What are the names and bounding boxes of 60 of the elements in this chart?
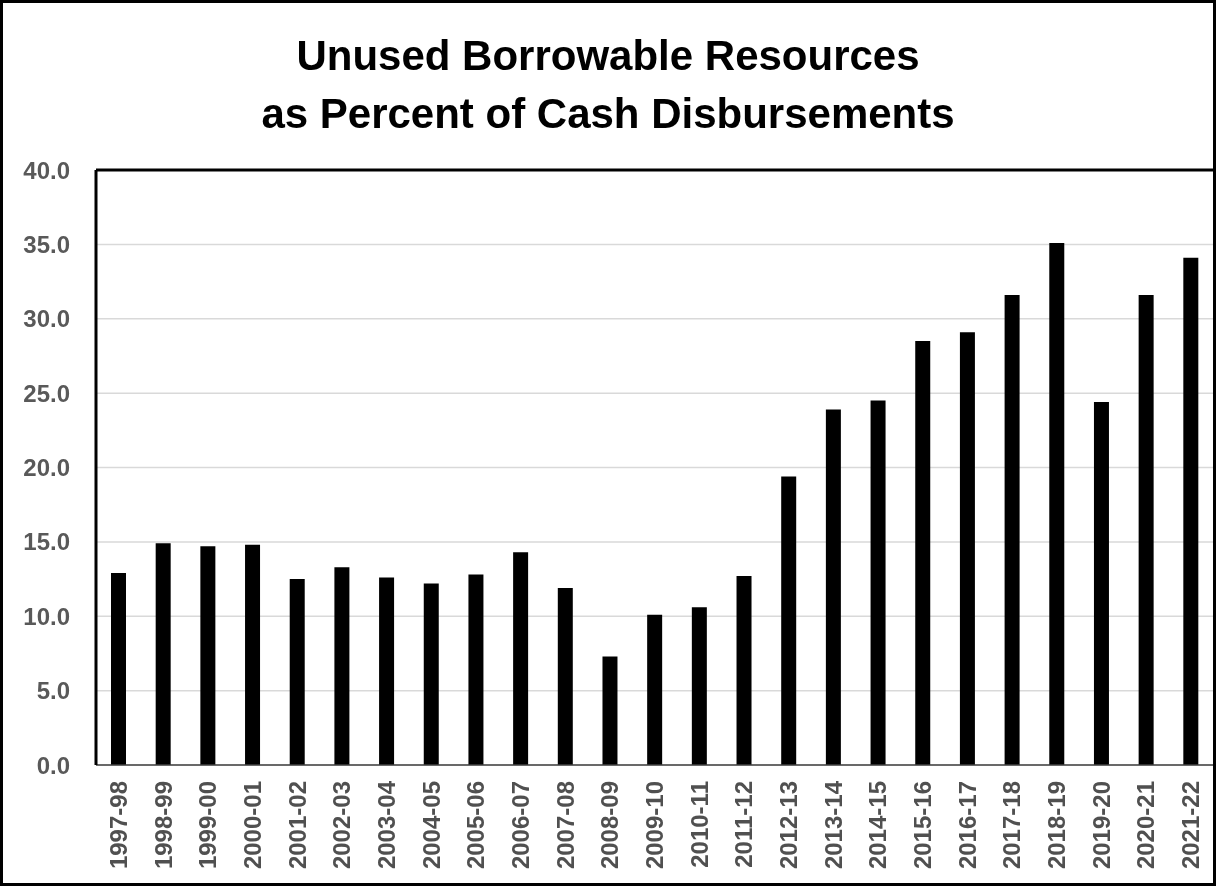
x-tick-label: 2012-13 xyxy=(775,781,803,870)
bar xyxy=(959,332,975,765)
y-tick-label: 15.0 xyxy=(23,528,70,556)
bar xyxy=(557,587,573,765)
x-tick-label: 2005-06 xyxy=(462,781,490,870)
y-tick-label: 25.0 xyxy=(23,379,70,407)
bar xyxy=(870,400,886,765)
bar xyxy=(1049,242,1065,765)
bar xyxy=(423,583,439,765)
x-tick-label: 2015-16 xyxy=(909,781,937,870)
x-tick-label: 2020-21 xyxy=(1132,781,1160,870)
bar xyxy=(111,573,126,765)
x-tick-label: 2008-09 xyxy=(596,781,624,870)
x-tick-label: 2011-12 xyxy=(730,781,758,868)
bar xyxy=(736,576,752,765)
bar xyxy=(691,607,707,765)
x-tick-label: 2004-05 xyxy=(417,781,445,870)
x-tick-label: 1999-00 xyxy=(194,781,222,870)
bar xyxy=(1183,257,1199,765)
bar xyxy=(602,656,618,765)
bar xyxy=(647,614,663,765)
x-tick-label: 1998-99 xyxy=(149,781,177,870)
x-tick-label: 2013-14 xyxy=(819,780,847,870)
x-tick-label: 2021-22 xyxy=(1177,781,1205,870)
y-tick-label: 30.0 xyxy=(23,305,70,333)
bar xyxy=(1138,294,1154,765)
bar xyxy=(915,341,931,765)
bar xyxy=(334,567,350,765)
x-tick-label: 2018-19 xyxy=(1043,781,1071,870)
x-tick-label: 2010-11 xyxy=(685,781,713,868)
bar xyxy=(468,574,484,765)
bar xyxy=(379,577,395,765)
bar xyxy=(513,552,529,765)
bar xyxy=(825,409,841,765)
bar xyxy=(155,543,171,765)
y-tick-label: 20.0 xyxy=(23,454,70,482)
y-tick-label: 5.0 xyxy=(36,677,70,705)
y-tick-label: 35.0 xyxy=(23,230,70,258)
x-tick-label: 1997-98 xyxy=(104,781,132,870)
x-tick-label: 2019-20 xyxy=(1087,781,1115,870)
x-tick-label: 2003-04 xyxy=(372,780,400,870)
x-tick-label: 2002-03 xyxy=(328,781,356,870)
x-tick-label: 2006-07 xyxy=(506,781,534,870)
x-tick-label: 2001-02 xyxy=(283,781,311,870)
x-tick-label: 2017-18 xyxy=(998,781,1026,870)
bar xyxy=(1093,402,1109,765)
x-tick-label: 2000-01 xyxy=(238,781,266,870)
y-tick-label: 40.0 xyxy=(23,156,70,184)
bar xyxy=(1004,294,1020,765)
bar xyxy=(245,544,261,765)
x-tick-label: 2014-15 xyxy=(864,781,892,870)
bar xyxy=(289,579,305,765)
y-tick-label: 0.0 xyxy=(36,751,70,779)
x-tick-label: 2009-10 xyxy=(641,781,668,870)
bar xyxy=(781,476,797,765)
x-tick-label: 2007-08 xyxy=(551,781,579,870)
bar xyxy=(200,546,216,765)
y-tick-label: 10.0 xyxy=(23,602,70,630)
chart-title: Unused Borrowable Resources as Percent of Cash Disbursements xyxy=(260,31,956,139)
x-tick-label: 2016-17 xyxy=(953,781,981,870)
